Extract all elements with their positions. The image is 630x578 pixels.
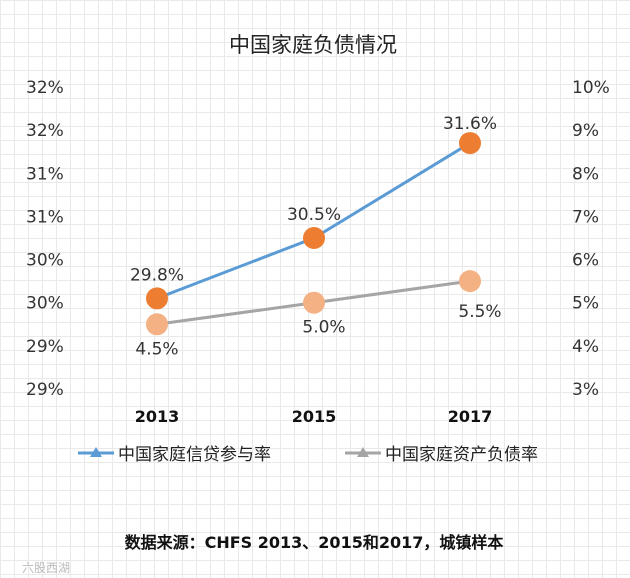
left-tick-label: 30% [26, 294, 64, 314]
left-tick-label: 29% [26, 337, 64, 357]
left-tick-label: 31% [26, 164, 64, 184]
category-label: 2013 [135, 407, 180, 426]
data-point[interactable] [146, 313, 168, 336]
left-tick-label: 30% [26, 251, 64, 271]
legend: 中国家庭信贷参与率 中国家庭资产负债率 [78, 445, 538, 465]
category-label: 2017 [448, 407, 493, 426]
data-label: 5.0% [302, 318, 345, 338]
right-tick-label: 9% [572, 121, 599, 141]
right-tick-label: 6% [572, 251, 599, 271]
chart-title: 中国家庭负债情况 [229, 33, 397, 57]
right-tick-label: 8% [572, 164, 599, 184]
data-point[interactable] [303, 227, 325, 249]
source-note: 数据来源：CHFS 2013、2015和2017，城镇样本 [125, 533, 504, 552]
category-label: 2015 [292, 407, 337, 426]
left-tick-label: 32% [26, 121, 64, 141]
right-tick-label: 3% [572, 380, 599, 400]
data-label: 31.6% [443, 114, 497, 134]
data-label: 29.8% [130, 265, 184, 285]
legend-item-credit[interactable]: 中国家庭信贷参与率 [78, 445, 271, 465]
data-labels: 29.8% 30.5% 31.6% 4.5% 5.0% 5.5% [130, 114, 502, 359]
right-tick-label: 4% [572, 337, 599, 357]
watermark: 六股西湖 [22, 560, 70, 575]
data-point[interactable] [459, 270, 481, 293]
legend-label-debt: 中国家庭资产负债率 [385, 445, 538, 465]
left-tick-label: 31% [26, 207, 64, 227]
data-label: 4.5% [135, 339, 178, 359]
legend-label-credit: 中国家庭信贷参与率 [118, 445, 271, 465]
right-tick-label: 7% [572, 207, 599, 227]
x-axis: 2013 2015 2017 [135, 407, 493, 426]
data-point[interactable] [303, 291, 325, 314]
data-point[interactable] [459, 132, 481, 155]
legend-item-debt[interactable]: 中国家庭资产负债率 [345, 445, 538, 465]
series-markers [146, 132, 481, 336]
left-tick-label: 29% [26, 380, 64, 400]
data-label: 30.5% [287, 205, 341, 225]
left-axis: 32% 32% 31% 31% 30% 30% 29% 29% [26, 78, 64, 400]
legend-triangle-icon [90, 447, 102, 457]
data-label: 5.5% [458, 302, 501, 322]
data-point[interactable] [146, 287, 168, 310]
legend-triangle-icon [357, 447, 369, 457]
left-tick-label: 32% [26, 78, 64, 98]
right-axis: 10% 9% 8% 7% 6% 5% 4% 3% [572, 78, 610, 400]
right-tick-label: 10% [572, 78, 610, 98]
right-tick-label: 5% [572, 294, 599, 314]
